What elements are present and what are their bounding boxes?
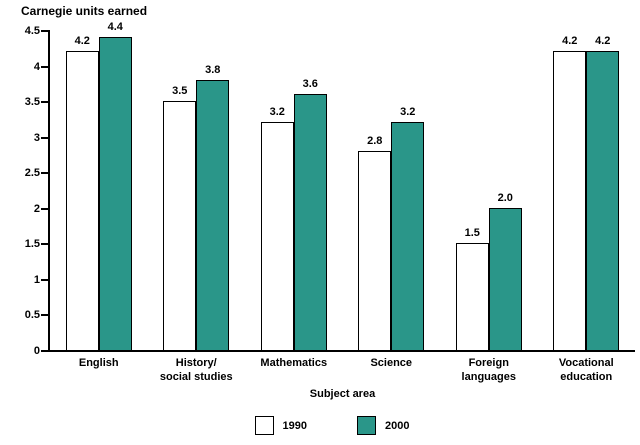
legend: 1990 2000: [12, 416, 640, 435]
legend-swatch-1990: [254, 416, 274, 435]
bar-value-label: 3.5: [172, 85, 188, 98]
bar-value-label: 1.5: [464, 227, 480, 240]
bar-value-label: 3.2: [400, 106, 416, 119]
category-label: Science: [370, 357, 413, 369]
chart-title: Carnegie units earned: [21, 4, 148, 18]
bar-2000-vocational: [586, 51, 620, 351]
category-label: English: [78, 357, 119, 369]
bar-2000-science: [391, 122, 425, 351]
bar-value-label: 3.8: [205, 63, 221, 76]
bar-2000-english: [98, 37, 132, 351]
bar-value-label: 4.2: [562, 35, 578, 48]
bar-value-label: 4.2: [74, 35, 90, 48]
y-tick: [41, 101, 48, 104]
bar-1990-history-: [163, 101, 197, 351]
x-axis-title: Subject area: [309, 388, 376, 400]
legend-label: 2000: [385, 419, 410, 432]
y-tick: [41, 207, 48, 210]
y-tick: [41, 243, 48, 246]
y-tick-label: 3: [33, 131, 40, 144]
bar-value-label: 2.8: [367, 134, 383, 147]
legend-item-1990: 1990: [254, 416, 307, 435]
y-tick: [41, 136, 48, 139]
x-axis-line: [48, 350, 635, 352]
legend-swatch-2000: [357, 416, 376, 435]
bar-1990-english: [65, 51, 99, 351]
y-tick: [41, 30, 48, 32]
y-tick-label: 4.5: [24, 25, 40, 37]
y-tick: [41, 314, 48, 317]
y-tick: [41, 278, 48, 281]
bar-2000-foreign: [488, 207, 522, 351]
bar-1990-foreign: [455, 243, 489, 351]
y-tick-label: 0: [33, 345, 40, 357]
bar-value-label: 2.0: [497, 191, 513, 204]
legend-item-2000: 2000: [357, 416, 409, 435]
bar-value-label: 4.2: [595, 35, 611, 48]
legend-label: 1990: [282, 419, 307, 432]
category-label: History/ social studies: [159, 357, 233, 383]
y-tick-label: 2: [33, 202, 40, 215]
bar-2000-mathematics: [293, 94, 327, 351]
category-label: Mathematics: [260, 357, 328, 369]
bar-value-label: 4.4: [107, 21, 123, 34]
y-tick-label: 2.5: [24, 167, 40, 180]
category-label: Vocational education: [558, 357, 614, 383]
bar-1990-science: [358, 150, 392, 351]
y-tick: [41, 172, 48, 175]
bar-value-label: 3.6: [302, 78, 318, 90]
bar-1990-mathematics: [260, 122, 294, 351]
y-axis-line: [48, 30, 50, 352]
y-tick-label: 1: [33, 273, 40, 286]
y-tick-label: 1.5: [24, 238, 40, 251]
category-label: Foreign languages: [461, 357, 516, 383]
y-tick-label: 3.5: [24, 96, 40, 109]
bar-1990-vocational: [553, 51, 587, 351]
bar-2000-history-: [196, 79, 230, 351]
bar-value-label: 3.2: [269, 106, 285, 119]
y-tick: [41, 65, 48, 68]
y-tick-label: 0.5: [24, 309, 40, 322]
y-tick-label: 4: [33, 60, 40, 73]
y-tick: [41, 350, 48, 352]
